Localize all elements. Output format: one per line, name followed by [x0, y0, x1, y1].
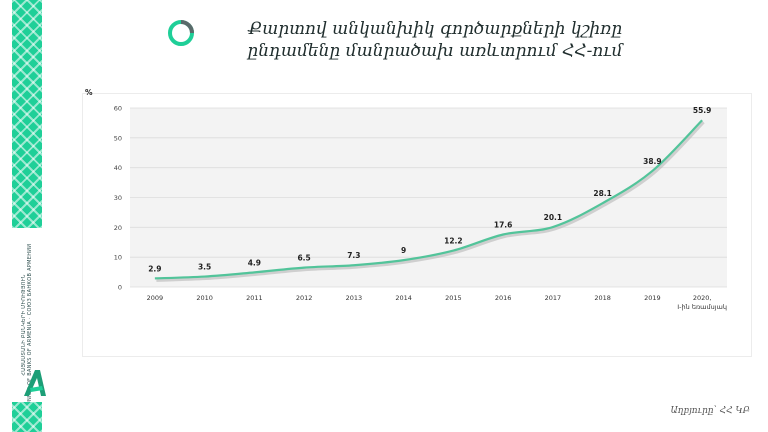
- x-tick-label: 2017: [545, 294, 562, 302]
- page-title: Քարտով անկանխիկ գործարքների կշիռը ընդամե…: [247, 19, 623, 61]
- x-tick-label: 2013: [346, 294, 363, 302]
- x-tick-label: 2018: [594, 294, 611, 302]
- data-label: 4.9: [248, 258, 261, 267]
- y-tick-label: 60: [114, 105, 122, 113]
- data-label: 12.2: [444, 237, 463, 246]
- series-line-shadow: [156, 121, 705, 282]
- sidebar-pattern-bottom: [12, 402, 42, 432]
- data-label: 6.5: [297, 254, 310, 263]
- series-line: [154, 119, 703, 280]
- x-tick-label: 2019: [644, 294, 661, 302]
- x-tick-label: 2020,: [693, 294, 712, 302]
- data-label: 7.3: [347, 251, 360, 260]
- data-label: 55.9: [693, 106, 712, 115]
- line-chart: 0 10 20 30 40 50 60% 2009 2010 2011 2012 2013 2014 20…: [85, 88, 727, 311]
- bank-union-logo: [24, 370, 46, 396]
- y-axis-unit: %: [85, 88, 93, 97]
- y-tick-label: 0: [118, 284, 122, 292]
- x-tick-label: 2011: [246, 294, 263, 302]
- y-tick-label: 10: [114, 254, 122, 262]
- data-label: 3.5: [198, 263, 211, 272]
- x-tick-label: I-ին եռամսյակ: [677, 303, 727, 311]
- data-label: 38.9: [643, 157, 662, 166]
- data-label: 28.1: [593, 189, 612, 198]
- y-tick-label: 30: [114, 194, 122, 202]
- y-tick-label: 50: [114, 134, 122, 142]
- x-tick-label: 2014: [395, 294, 412, 302]
- data-label: 20.1: [544, 213, 563, 222]
- y-tick-label: 40: [114, 164, 122, 172]
- title-block: Քարտով անկանխիկ գործարքների կշիռը ընդամե…: [160, 16, 680, 72]
- ring-icon: [168, 20, 194, 46]
- data-label: 9: [401, 246, 406, 255]
- x-tick-label: 2016: [495, 294, 512, 302]
- data-label: 17.6: [494, 220, 513, 229]
- x-tick-label: 2010: [196, 294, 213, 302]
- x-tick-label: 2012: [296, 294, 313, 302]
- data-label: 2.9: [148, 264, 161, 273]
- sidebar-pattern-top: [12, 0, 42, 228]
- x-tick-label: 2009: [147, 294, 164, 302]
- y-tick-label: 20: [114, 224, 122, 232]
- source-note: Աղբյուրը՝ ՀՀ ԿԲ: [670, 406, 750, 416]
- x-tick-label: 2015: [445, 294, 462, 302]
